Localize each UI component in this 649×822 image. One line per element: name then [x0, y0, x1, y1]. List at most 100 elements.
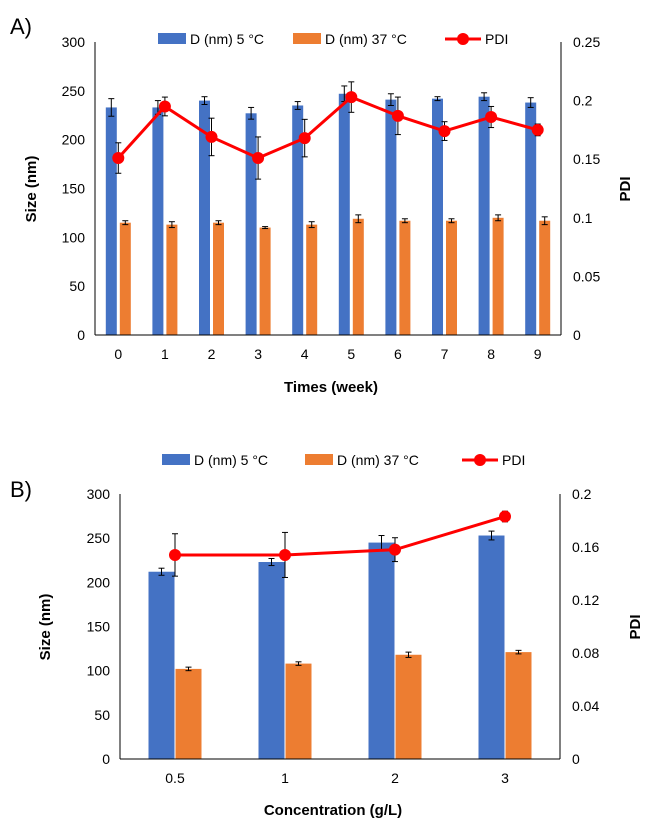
bar-5c-b: [258, 562, 285, 759]
bar-5c-a: [245, 113, 257, 336]
pdi-point-b: [499, 510, 511, 523]
bar-37c-a: [352, 218, 364, 335]
bar-37c-b: [395, 654, 422, 759]
legend-swatch-37c-a: [293, 33, 321, 44]
bar-37c-b: [505, 652, 532, 759]
y-tick-label-left-b: 250: [87, 530, 111, 546]
panel-label-a: A): [10, 14, 32, 39]
y-tick-label-right-a: 0.15: [573, 151, 600, 167]
pdi-point-a: [531, 123, 544, 136]
bar-37c-a: [166, 224, 178, 335]
bar-5c-a: [478, 96, 490, 336]
x-axis-title-b: Concentration (g/L): [264, 802, 402, 819]
bar-5c-b: [148, 571, 175, 759]
pdi-point-a: [391, 109, 404, 122]
y-axis-title-right-b: PDI: [627, 614, 644, 639]
legend-label-a: PDI: [485, 31, 508, 47]
bar-37c-b: [175, 668, 202, 759]
bar-5c-a: [338, 93, 350, 335]
y-tick-label-left-b: 0: [102, 751, 110, 767]
x-tick-label-b: 3: [501, 770, 509, 786]
legend-pdi-marker-a: [457, 33, 469, 45]
y-tick-label-left-a: 100: [62, 229, 86, 245]
x-tick-label-a: 0: [114, 346, 122, 362]
bar-37c-a: [213, 222, 224, 335]
y-tick-label-right-b: 0.08: [572, 645, 599, 661]
legend-label-a: D (nm) 5 °C: [190, 31, 264, 47]
x-axis-title-a: Times (week): [284, 379, 378, 396]
y-tick-label-right-b: 0.16: [572, 539, 599, 555]
bar-5c-a: [432, 98, 443, 335]
y-tick-label-left-a: 300: [62, 34, 86, 50]
y-axis-title-right-a: PDI: [617, 176, 634, 201]
y-tick-label-left-b: 100: [87, 663, 111, 679]
bar-5c-a: [152, 107, 164, 335]
bar-37c-a: [539, 220, 551, 335]
bar-5c-a: [292, 105, 304, 335]
bar-37c-a: [399, 220, 411, 335]
bar-37c-a: [446, 220, 457, 335]
bar-5c-b: [368, 542, 395, 759]
bar-5c-a: [199, 100, 210, 335]
pdi-point-a: [112, 152, 125, 165]
chart-panel-a: A) Size (nm) PDI Times (week) D (nm) 5 °…: [10, 14, 634, 396]
legend-swatch-5c-b: [162, 454, 190, 465]
x-tick-label-a: 8: [487, 346, 495, 362]
y-tick-label-right-b: 0.04: [572, 698, 599, 714]
legend-label-b: PDI: [502, 452, 525, 468]
y-tick-label-left-b: 150: [87, 619, 111, 635]
x-tick-label-a: 2: [208, 346, 216, 362]
x-tick-label-a: 6: [394, 346, 402, 362]
bar-37c-a: [119, 222, 131, 335]
pdi-point-a: [205, 130, 218, 143]
y-tick-label-right-b: 0: [572, 751, 580, 767]
bar-5c-a: [105, 107, 117, 335]
x-tick-label-a: 4: [301, 346, 309, 362]
y-tick-label-left-b: 300: [87, 486, 111, 502]
legend-label-b: D (nm) 5 °C: [194, 452, 268, 468]
plot-area-b: 0 50 100 150 200 250 300 0 0.04 0.08 0.12 0.16 0.2 0.…: [87, 486, 600, 786]
pdi-point-a: [252, 152, 265, 165]
legend-swatch-37c-b: [305, 454, 333, 465]
pdi-line-b: [175, 515, 506, 557]
x-tick-label-a: 7: [441, 346, 449, 362]
x-tick-label-a: 3: [254, 346, 262, 362]
legend-swatch-5c-a: [158, 33, 186, 44]
legend-b: D (nm) 5 °C D (nm) 37 °C PDI: [162, 452, 525, 468]
y-tick-label-right-b: 0.2: [572, 486, 592, 502]
legend-a: D (nm) 5 °C D (nm) 37 °C PDI: [158, 31, 508, 47]
x-tick-label-b: 0.5: [165, 770, 185, 786]
x-tick-label-a: 9: [534, 346, 542, 362]
pdi-point-b: [169, 548, 181, 561]
y-tick-label-left-b: 50: [94, 707, 110, 723]
bar-37c-a: [492, 217, 504, 335]
legend-label-a: D (nm) 37 °C: [325, 31, 407, 47]
y-tick-label-right-a: 0.25: [573, 34, 600, 50]
panel-label-b: B): [10, 477, 32, 502]
pdi-point-a: [298, 132, 311, 145]
pdi-point-a: [438, 125, 451, 138]
x-tick-label-a: 1: [161, 346, 169, 362]
y-tick-label-left-a: 50: [69, 278, 85, 294]
x-tick-label-a: 5: [347, 346, 355, 362]
y-tick-label-right-b: 0.12: [572, 592, 599, 608]
y-tick-label-right-a: 0.05: [573, 268, 600, 284]
pdi-point-a: [345, 91, 358, 104]
bar-5c-b: [478, 535, 505, 759]
legend-pdi-marker-b: [474, 454, 486, 466]
y-tick-label-right-a: 0: [573, 327, 581, 343]
bar-5c-a: [385, 99, 397, 335]
y-tick-label-left-a: 150: [62, 181, 86, 197]
pdi-line-a: [117, 95, 539, 160]
y-tick-label-left-a: 250: [62, 83, 86, 99]
y-tick-label-left-b: 200: [87, 574, 111, 590]
y-tick-label-right-a: 0.2: [573, 93, 593, 109]
pdi-point-b: [389, 543, 401, 556]
bar-37c-a: [306, 224, 318, 335]
pdi-point-a: [158, 100, 171, 113]
y-axis-title-left-b: Size (nm): [37, 594, 54, 661]
plot-area-a: 0 50 100 150 200 250 300 0 0.05 0.1 0.15 0.2 0.25 0 1 2…: [62, 34, 601, 362]
x-tick-label-b: 1: [281, 770, 289, 786]
pdi-point-b: [279, 548, 291, 561]
